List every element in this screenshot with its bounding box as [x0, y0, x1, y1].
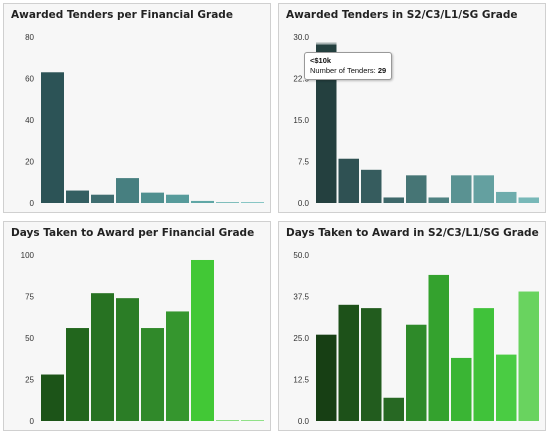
bar[interactable] — [428, 274, 450, 421]
bar[interactable] — [383, 197, 405, 203]
y-tick-label: 80 — [25, 33, 34, 42]
y-tick-label: 30.0 — [293, 33, 309, 42]
bar[interactable] — [518, 197, 540, 203]
y-tick-label: 7.5 — [298, 158, 310, 167]
y-tick-label: 0 — [30, 199, 35, 208]
y-tick-label: 37.5 — [293, 293, 309, 302]
bar[interactable] — [473, 175, 495, 203]
y-tick-label: 60 — [25, 75, 34, 84]
chart-svg: 0.0 12.5 25.0 37.5 50.0 — [293, 251, 540, 426]
chart-svg: 0.0 7.5 15.0 22.5 30.0 — [293, 33, 540, 208]
bar[interactable] — [338, 158, 360, 203]
y-tick-label: 0.0 — [298, 199, 310, 208]
bar[interactable] — [361, 169, 382, 203]
y-tick-label: 50.0 — [293, 251, 309, 260]
chart-svg: 0 20 40 60 80 — [25, 33, 264, 208]
bar[interactable] — [496, 354, 517, 421]
bar[interactable] — [406, 324, 427, 421]
bar[interactable] — [141, 328, 164, 421]
chart-title: Days Taken to Award in S2/C3/L1/SG Grade — [286, 227, 539, 239]
bar[interactable] — [191, 200, 214, 203]
hover-marker — [316, 42, 337, 45]
bar[interactable] — [451, 357, 472, 421]
y-tick-label: 22.5 — [293, 75, 309, 84]
y-tick-label: 100 — [21, 251, 35, 260]
bar[interactable] — [91, 293, 114, 421]
tooltip-title: <$10k — [310, 56, 332, 65]
y-tick-label: 0 — [30, 417, 35, 426]
bar[interactable] — [91, 194, 114, 203]
chart-panel-tenders-s2-grade: Awarded Tenders in S2/C3/L1/SG Grade 0.0… — [278, 3, 546, 213]
y-tick-label: 0.0 — [298, 417, 310, 426]
bar[interactable] — [406, 175, 427, 203]
y-tick-label: 25.0 — [293, 334, 309, 343]
bar[interactable] — [428, 197, 450, 203]
bar[interactable] — [116, 178, 139, 203]
bar[interactable] — [41, 374, 64, 421]
bar[interactable] — [66, 328, 89, 421]
chart-title: Awarded Tenders in S2/C3/L1/SG Grade — [286, 9, 518, 21]
chart-title: Awarded Tenders per Financial Grade — [11, 9, 233, 21]
y-tick-label: 25 — [25, 376, 34, 385]
bar[interactable] — [216, 202, 239, 203]
y-tick-label: 20 — [25, 158, 34, 167]
y-tick-label: 75 — [25, 293, 34, 302]
tooltip-value: 29 — [377, 66, 387, 75]
chart-panel-days-per-grade: Days Taken to Award per Financial Grade … — [3, 221, 271, 431]
bar[interactable] — [141, 192, 164, 204]
y-tick-label: 12.5 — [293, 376, 309, 385]
bar[interactable] — [383, 397, 405, 421]
chart-panel-days-s2-grade: Days Taken to Award in S2/C3/L1/SG Grade… — [278, 221, 546, 431]
y-tick-label: 15.0 — [293, 116, 309, 125]
y-tick-label: 40 — [25, 116, 34, 125]
chart-panel-tenders-per-grade: Awarded Tenders per Financial Grade 0 20 4… — [3, 3, 271, 213]
bar[interactable] — [66, 190, 89, 203]
bar[interactable] — [518, 291, 540, 421]
bar[interactable] — [316, 334, 337, 421]
chart-title: Days Taken to Award per Financial Grade — [11, 227, 255, 239]
bar[interactable] — [496, 191, 517, 203]
bar[interactable] — [338, 304, 360, 421]
tooltip-label: Number of Tenders: — [310, 66, 376, 75]
bar[interactable] — [216, 420, 239, 421]
bar[interactable] — [191, 259, 214, 421]
bar[interactable] — [361, 308, 382, 421]
bar[interactable] — [166, 194, 189, 203]
tooltip-body: Number of Tenders: 29 — [310, 66, 386, 76]
bar[interactable] — [316, 42, 337, 203]
bar[interactable] — [451, 175, 472, 203]
y-tick-label: 50 — [25, 334, 34, 343]
bar-tooltip: <$10k Number of Tenders: 29 — [304, 52, 393, 80]
bar[interactable] — [241, 420, 264, 421]
bar[interactable] — [116, 298, 139, 421]
bar[interactable] — [241, 202, 264, 203]
bar[interactable] — [473, 308, 495, 421]
bar[interactable] — [41, 72, 64, 203]
chart-svg: 0 25 50 75 100 — [21, 251, 264, 426]
bar[interactable] — [166, 311, 189, 421]
